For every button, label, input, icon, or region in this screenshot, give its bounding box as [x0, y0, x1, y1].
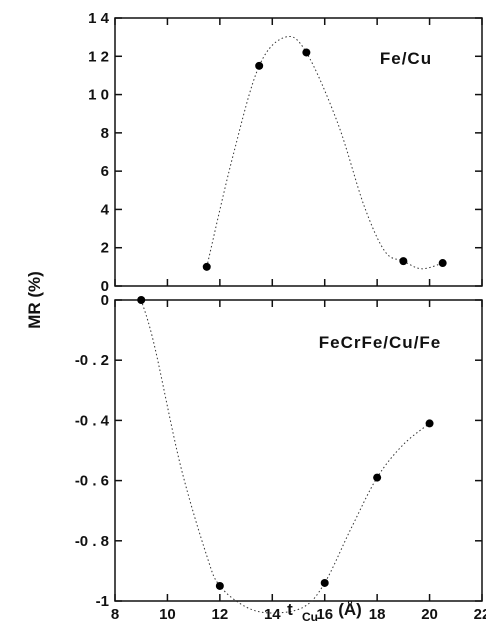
top-panel-label: Fe/Cu — [380, 49, 432, 68]
bottom-y-tick-label: -1 — [96, 593, 109, 610]
bottom-data-points — [137, 296, 434, 590]
top-data-point — [438, 259, 447, 268]
bottom-panel: 0 -0 . 2 -0 . 4 -0 . 6 -0 . 8 -1 8 10 12 14 16 18 2… — [75, 292, 486, 622]
top-y-tick-label: 1 0 — [88, 87, 109, 104]
top-y-tick-label: 1 4 — [88, 10, 110, 27]
bottom-data-point — [215, 581, 224, 590]
top-y-tick-label: 8 — [101, 125, 109, 142]
top-data-points — [202, 48, 447, 271]
top-data-point — [202, 262, 211, 271]
x-axis-label-sub: Cu — [302, 610, 318, 622]
x-axis-label-main: t — [287, 600, 293, 619]
bottom-y-tick-label: -0 . 6 — [75, 473, 109, 490]
bottom-y-tick-label: 0 — [101, 292, 109, 309]
x-tick-label: 10 — [159, 606, 176, 622]
bottom-panel-label: FeCrFe/Cu/Fe — [319, 333, 442, 352]
top-y-tick-label: 4 — [101, 201, 110, 218]
top-panel-frame — [114, 17, 483, 287]
x-axis-label-unit: (Å) — [338, 600, 362, 619]
top-y-tick-label: 1 2 — [88, 48, 109, 65]
top-y-tick-label: 2 — [101, 240, 109, 257]
bottom-y-ticks: 0 -0 . 2 -0 . 4 -0 . 6 -0 . 8 -1 — [75, 292, 482, 610]
top-y-tick-label: 6 — [101, 163, 109, 180]
top-panel: 0 2 4 6 8 1 0 1 2 1 4 Fe/Cu — [88, 10, 483, 295]
bottom-data-point — [373, 473, 382, 482]
bottom-y-tick-label: -0 . 4 — [75, 412, 110, 429]
x-tick-label: 22 — [474, 606, 486, 622]
bottom-data-point — [425, 419, 434, 428]
top-y-ticks: 0 2 4 6 8 1 0 1 2 1 4 — [88, 10, 482, 295]
x-tick-label: 12 — [212, 606, 229, 622]
x-tick-label: 8 — [111, 606, 119, 622]
bottom-data-point — [137, 296, 146, 304]
bottom-y-tick-label: -0 . 8 — [75, 533, 109, 550]
x-tick-label: 20 — [421, 606, 438, 622]
x-axis-label: t Cu (Å) — [287, 600, 362, 622]
bottom-panel-frame — [114, 299, 483, 602]
top-y-tick-label: 0 — [101, 278, 109, 295]
y-axis-label-text: MR (%) — [25, 271, 44, 329]
bottom-x-ticks: 8 10 12 14 16 18 20 22 — [111, 300, 486, 622]
bottom-data-point — [320, 578, 329, 587]
x-tick-label: 18 — [369, 606, 386, 622]
top-fit-curve — [206, 36, 443, 270]
bottom-y-tick-label: -0 . 2 — [75, 352, 109, 369]
top-data-point — [255, 61, 264, 70]
x-tick-label: 16 — [316, 606, 333, 622]
top-data-point — [302, 48, 311, 57]
x-tick-label: 14 — [264, 606, 281, 622]
y-axis-label: MR (%) — [25, 271, 44, 329]
top-x-ticks — [114, 18, 483, 286]
top-data-point — [399, 257, 408, 266]
